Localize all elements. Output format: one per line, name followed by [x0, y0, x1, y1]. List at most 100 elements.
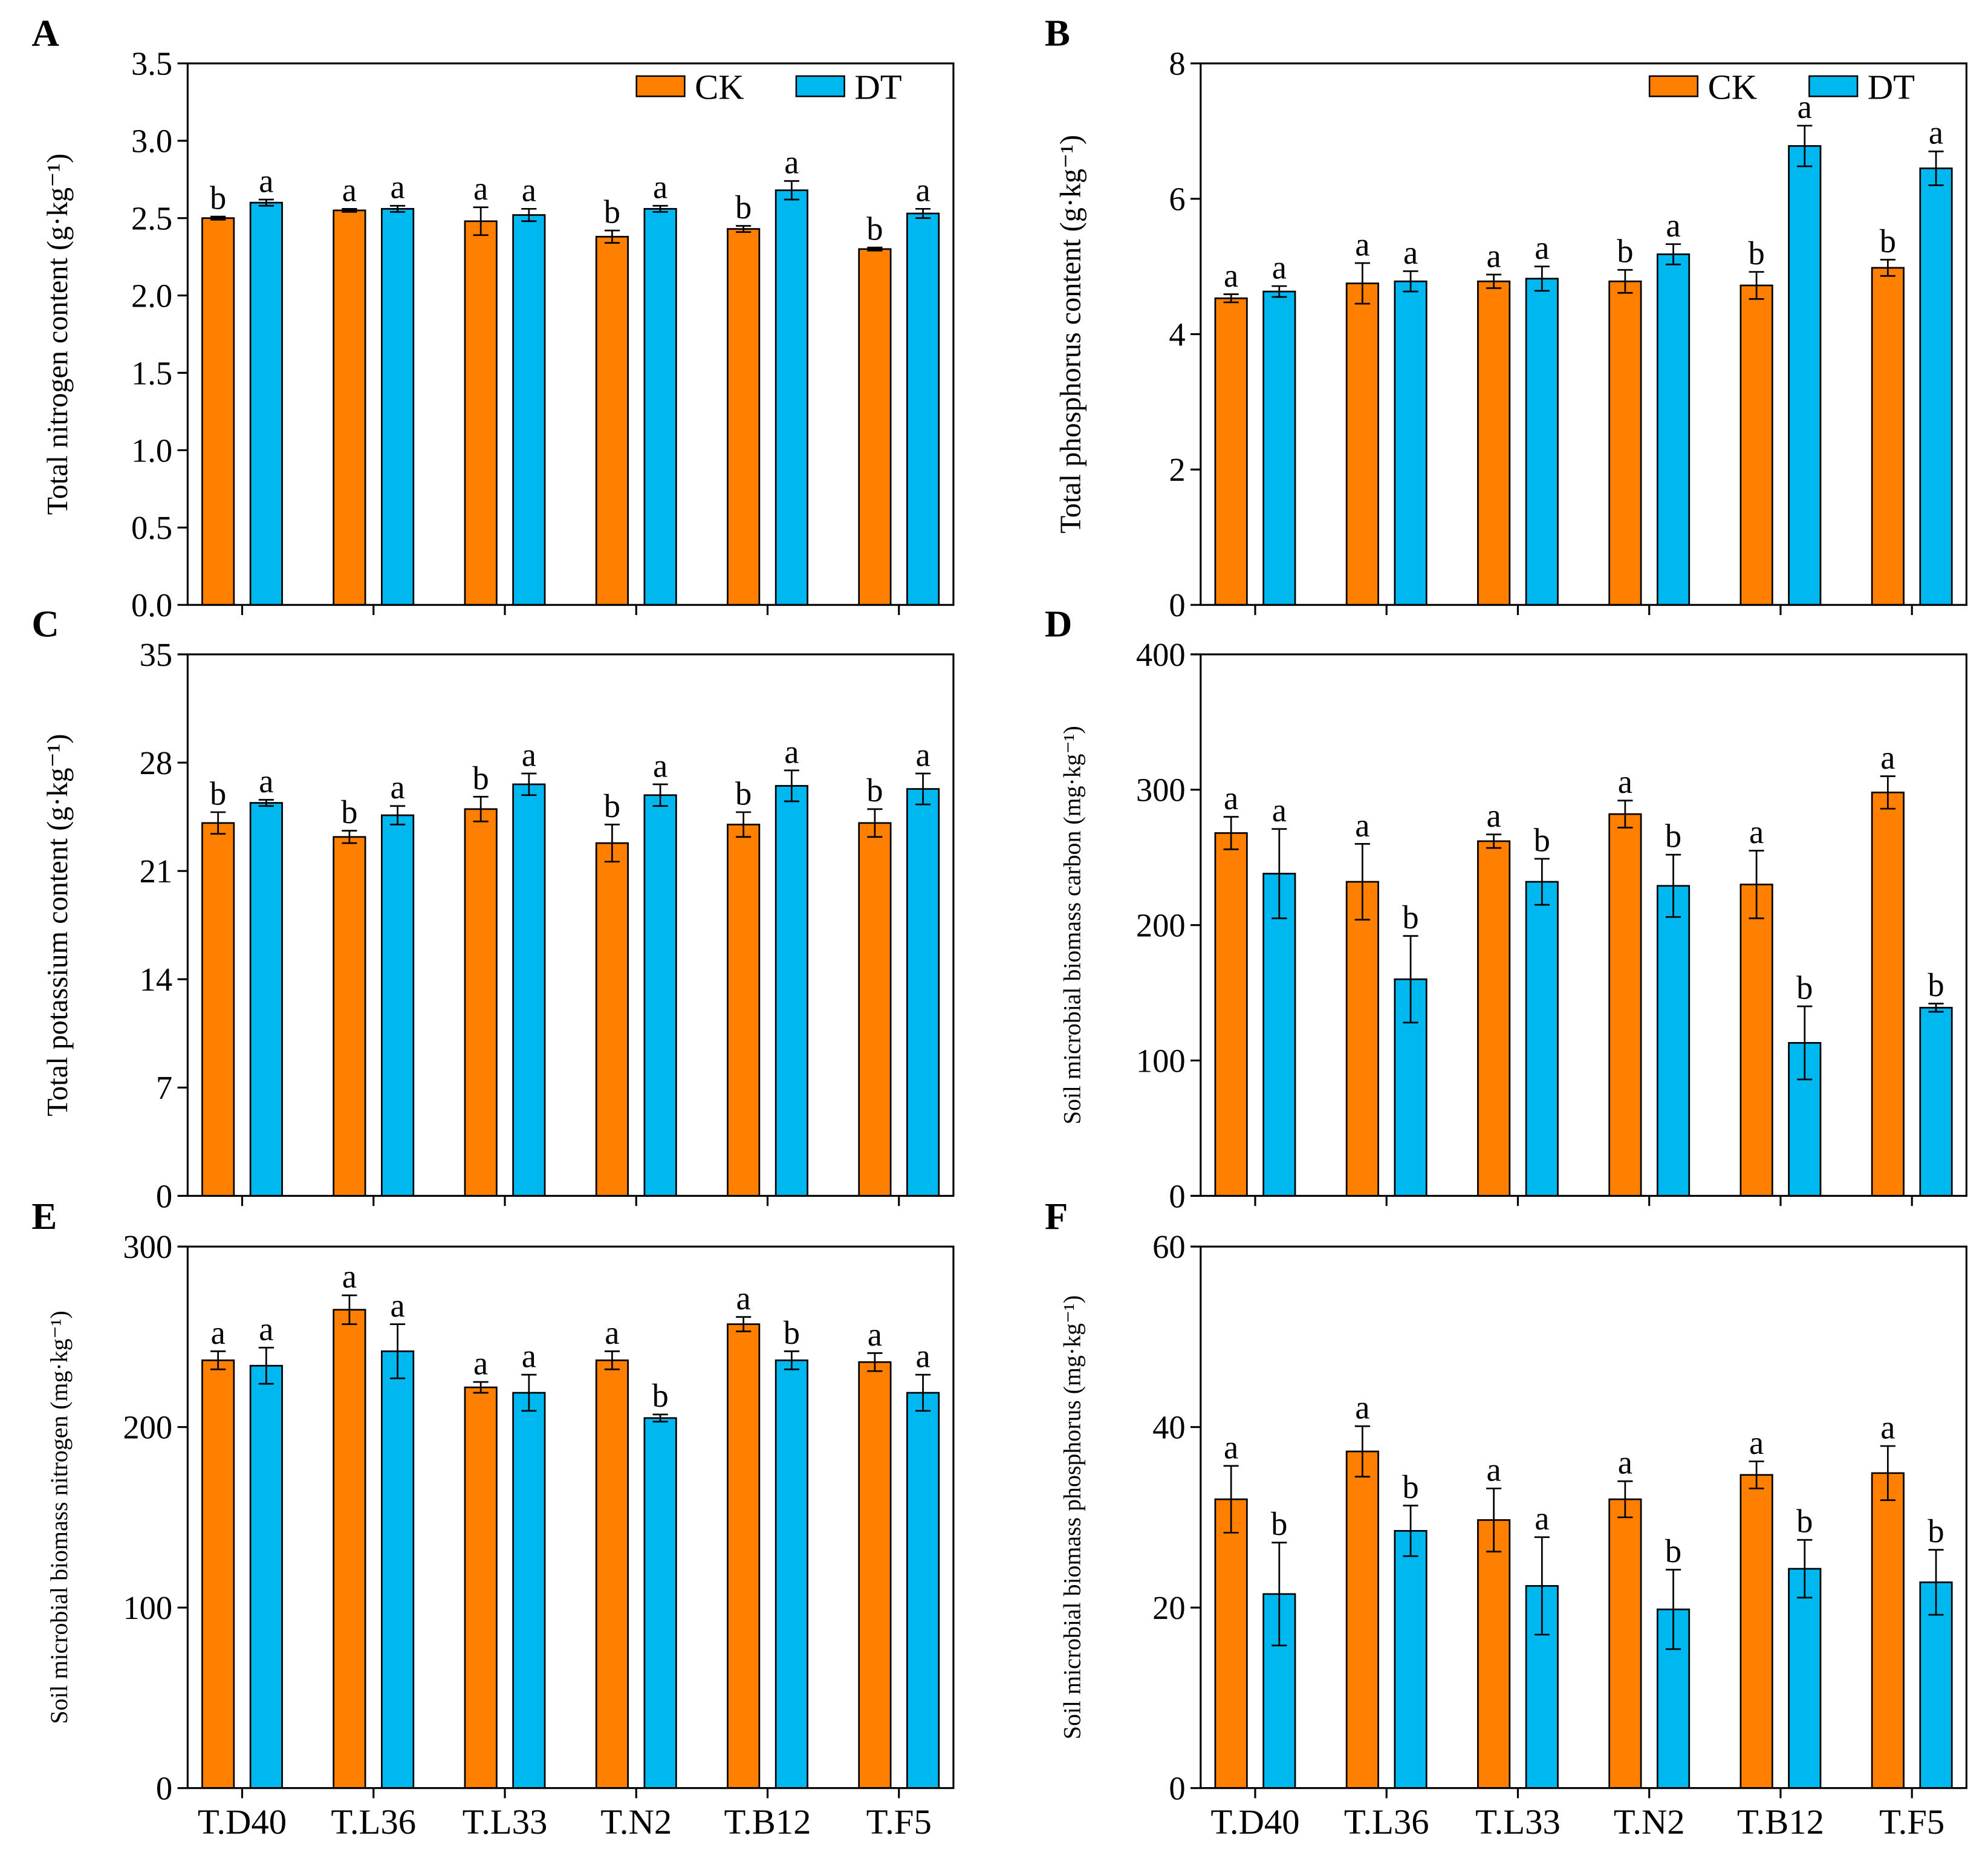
- bar: [595, 236, 629, 606]
- significance-letter: a: [1487, 797, 1501, 834]
- y-tick-label: 35: [140, 636, 173, 673]
- error-bar: [1797, 1539, 1813, 1599]
- error-bar: [1928, 150, 1944, 186]
- panel-letter: D: [1045, 603, 1072, 645]
- y-tick-label: 28: [140, 744, 173, 781]
- error-bar: [652, 783, 668, 807]
- bar: [1477, 280, 1511, 606]
- panel: B Total phosphorus content (g·kg⁻¹) 0 2 4 6 8 a…: [1045, 11, 1967, 624]
- y-tick-label: 3.0: [131, 123, 172, 160]
- significance-letter: b: [604, 194, 620, 230]
- error-bar: [1534, 1536, 1550, 1636]
- significance-letter: a: [342, 1258, 357, 1295]
- significance-letter: a: [653, 747, 668, 784]
- x-tick-label: T.D40: [198, 1802, 287, 1842]
- error-bar: [736, 225, 752, 233]
- significance-letter: a: [390, 1287, 404, 1324]
- significance-letter: a: [1618, 1444, 1632, 1481]
- bar: [1871, 791, 1905, 1197]
- error-bar: [1749, 271, 1764, 300]
- error-bar: [258, 1347, 274, 1385]
- y-tick-label: 8: [1169, 45, 1185, 82]
- error-bar: [1272, 828, 1287, 919]
- significance-letter: a: [1272, 792, 1287, 829]
- x-tick-label: T.L33: [463, 1802, 548, 1842]
- significance-letter: a: [915, 736, 930, 773]
- bar: [381, 814, 415, 1197]
- bar: [512, 1392, 546, 1789]
- significance-letter: b: [1748, 235, 1764, 272]
- error-bar: [1354, 843, 1370, 921]
- significance-letter: a: [868, 1316, 882, 1353]
- panel-letter: C: [31, 603, 59, 645]
- significance-letter: b: [784, 1314, 800, 1351]
- y-axis-label: Total phosphorus content (g·kg⁻¹): [1055, 135, 1087, 533]
- legend-label: CK: [1708, 68, 1758, 107]
- error-bar: [342, 830, 357, 844]
- bar: [1740, 884, 1773, 1197]
- error-bar: [390, 805, 406, 826]
- significance-letter: b: [1928, 966, 1944, 1003]
- bar: [1477, 1519, 1511, 1789]
- significance-letter: a: [1535, 229, 1549, 266]
- error-bar: [1272, 1542, 1287, 1647]
- significance-letter: b: [735, 775, 752, 812]
- y-tick-label: 40: [1152, 1409, 1186, 1446]
- bar: [1345, 282, 1379, 606]
- bar: [1525, 278, 1559, 606]
- significance-letter: b: [1534, 821, 1550, 858]
- y-tick-label: 1.0: [131, 432, 172, 469]
- error-bar: [1486, 273, 1502, 289]
- bar: [1656, 253, 1691, 606]
- significance-letter: a: [1355, 226, 1369, 262]
- bar: [1740, 284, 1773, 606]
- legend-label: DT: [1868, 68, 1915, 107]
- bar: [464, 1386, 498, 1789]
- error-bar: [258, 799, 274, 807]
- bar: [1871, 267, 1905, 606]
- plot-frame: [186, 62, 955, 606]
- significance-letter: b: [735, 189, 752, 226]
- error-bar: [1797, 1005, 1813, 1081]
- y-tick-label: 21: [140, 853, 173, 890]
- error-bar: [915, 1373, 931, 1412]
- significance-letter: b: [604, 787, 620, 824]
- y-tick-label: 14: [140, 961, 173, 998]
- legend-swatch: [795, 75, 845, 97]
- bar: [201, 822, 235, 1197]
- error-bar: [1665, 853, 1681, 918]
- significance-letter: a: [1224, 780, 1238, 816]
- error-bar: [1880, 1445, 1895, 1501]
- error-bar: [1403, 935, 1418, 1024]
- error-bar: [867, 1352, 883, 1372]
- bar: [1608, 280, 1642, 606]
- bar: [1788, 1568, 1822, 1789]
- error-bar: [1272, 285, 1287, 298]
- significance-letter: a: [259, 162, 273, 199]
- bar: [1740, 1474, 1773, 1789]
- significance-letter: b: [1796, 1503, 1813, 1540]
- panel: C Total potassium content (g·kg⁻¹) 0 7 14 21 2…: [31, 603, 955, 1214]
- error-bar: [1617, 269, 1633, 294]
- significance-letter: b: [866, 210, 883, 247]
- bar: [333, 209, 366, 606]
- significance-letter: a: [1487, 1451, 1501, 1488]
- y-axis-label: Total potassium content (g·kg⁻¹): [42, 734, 74, 1116]
- x-tick-label: T.L33: [1475, 1802, 1561, 1842]
- error-bar: [1354, 1425, 1370, 1478]
- significance-letter: a: [473, 1345, 488, 1382]
- bar: [1656, 885, 1691, 1197]
- significance-letter: a: [605, 1314, 619, 1351]
- y-tick-label: 0.5: [131, 509, 172, 546]
- y-tick-label: 0: [1169, 1770, 1185, 1807]
- y-tick-label: 300: [1136, 772, 1186, 809]
- legend-swatch: [1808, 75, 1859, 97]
- significance-letter: b: [1617, 233, 1633, 270]
- error-bar: [1749, 1461, 1764, 1490]
- significance-letter: b: [1271, 1505, 1287, 1542]
- error-bar: [604, 229, 620, 244]
- significance-letter: a: [1403, 234, 1418, 271]
- y-tick-label: 0: [1169, 1177, 1185, 1214]
- error-bar: [652, 1413, 668, 1423]
- y-axis-label: Soil microbial biomass nitrogen (mg·kg⁻¹…: [45, 1311, 73, 1724]
